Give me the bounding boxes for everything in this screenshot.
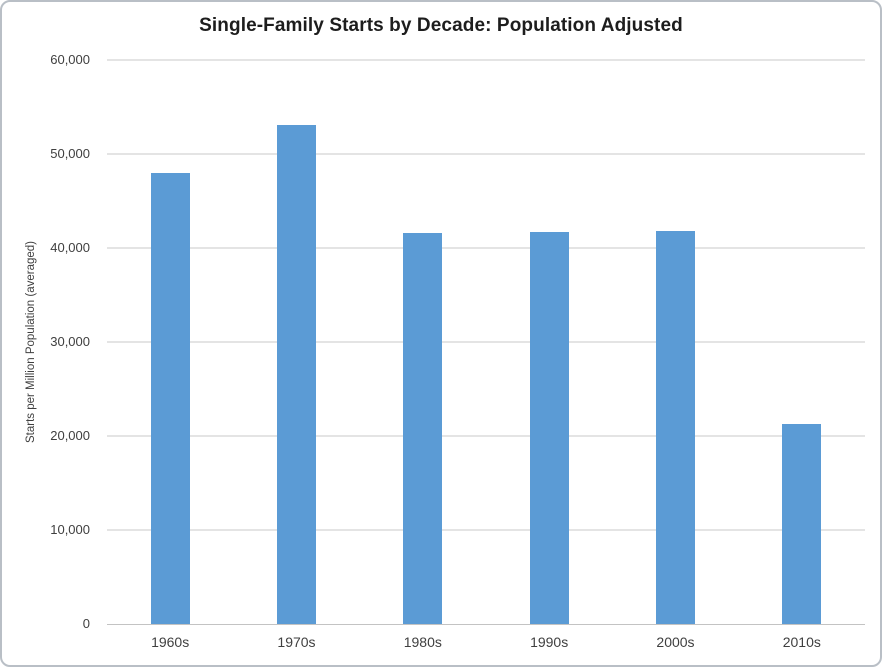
bar-2000s xyxy=(656,231,695,624)
chart-title: Single-Family Starts by Decade: Populati… xyxy=(199,15,683,36)
bar-1960s xyxy=(150,172,190,624)
plot-area xyxy=(107,59,865,625)
y-tick-label: 40,000 xyxy=(50,240,90,255)
y-tick-label: 50,000 xyxy=(50,146,90,161)
bar-1970s xyxy=(277,124,316,624)
x-tick-label-1960s: 1960s xyxy=(151,634,190,650)
gridline xyxy=(107,435,865,437)
x-tick-label-1980s: 1980s xyxy=(403,634,442,650)
x-tick-label-2010s: 2010s xyxy=(782,634,821,650)
y-tick-label: 20,000 xyxy=(50,428,90,443)
bar-1980s xyxy=(403,232,443,624)
gridline xyxy=(107,59,865,61)
bar-1990s xyxy=(529,232,569,624)
y-tick-label: 60,000 xyxy=(50,52,90,67)
x-tick-label-1970s: 1970s xyxy=(277,634,316,650)
y-tick-label: 30,000 xyxy=(50,334,90,349)
x-tick-label-1990s: 1990s xyxy=(530,634,569,650)
bar-2010s xyxy=(782,423,822,624)
gridline xyxy=(107,247,865,249)
gridline xyxy=(107,153,865,155)
gridline xyxy=(107,341,865,343)
x-tick-label-2000s: 2000s xyxy=(656,634,695,650)
y-tick-label: 10,000 xyxy=(50,522,90,537)
gridline xyxy=(107,529,865,531)
y-tick-label: 0 xyxy=(82,616,90,631)
